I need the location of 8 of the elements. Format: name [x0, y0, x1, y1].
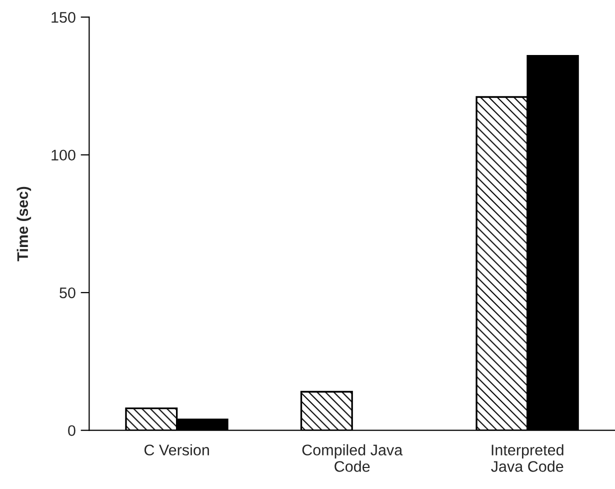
y-tick-label: 150	[52, 12, 76, 23]
y-axis-title: Time (sec)	[16, 186, 32, 262]
x-tick-label: Compiled Java Code	[302, 444, 403, 472]
x-tick-label: C Version	[144, 444, 209, 456]
x-tick-label: Interpreted Java Code	[491, 444, 564, 472]
y-tick-label: 50	[60, 287, 76, 298]
y-tick-label: 100	[52, 150, 76, 161]
y-tick-label: 0	[68, 425, 76, 436]
